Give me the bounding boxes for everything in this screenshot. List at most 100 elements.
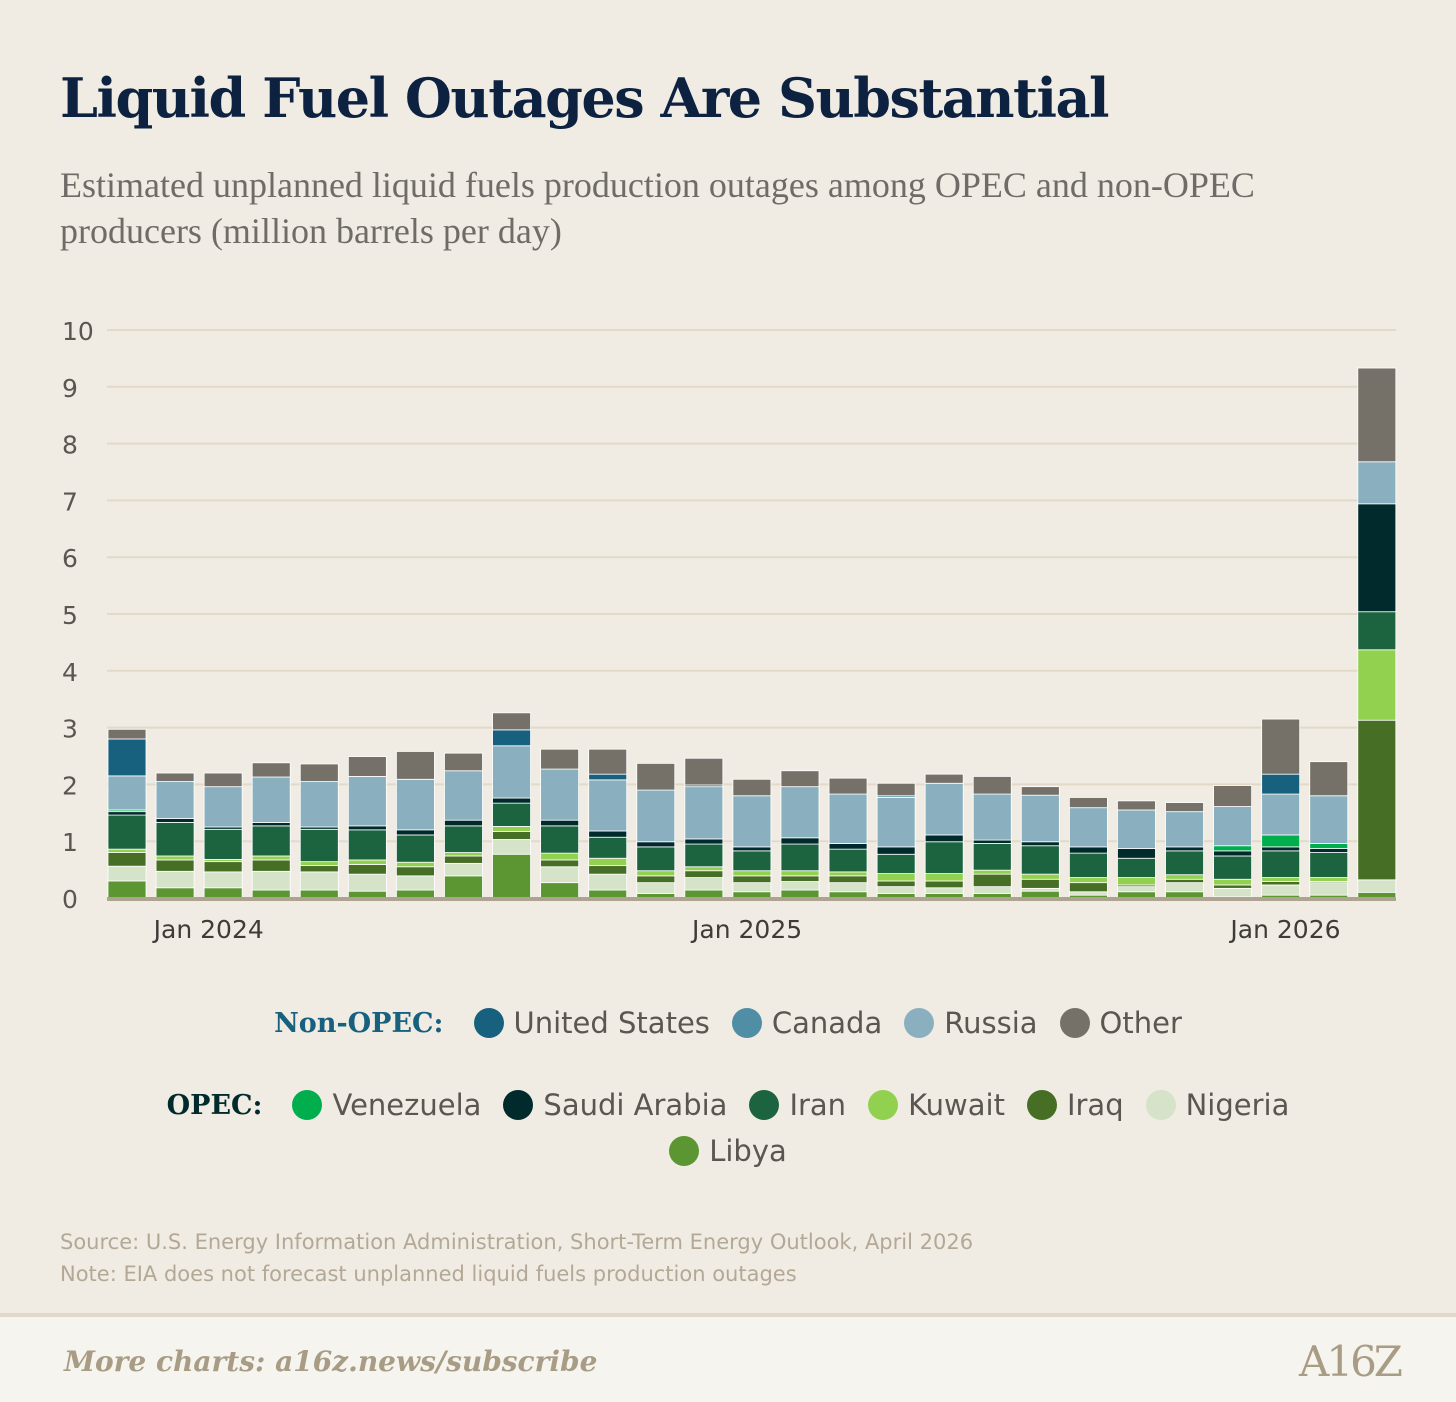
bar-segment-iraq <box>203 861 243 873</box>
bar-segment-libya <box>588 889 628 899</box>
bar-segment-other <box>684 757 724 786</box>
bar-segment-nigeria <box>155 870 195 889</box>
bar-segment-kuwait <box>1165 874 1204 880</box>
bar-segment-iran <box>347 829 387 861</box>
bar-segment-kuwait <box>828 871 868 877</box>
bar-segment-other <box>1213 785 1253 807</box>
bar-segment-kuwait <box>588 857 628 867</box>
bar-segment-saudi-arabia <box>780 837 820 845</box>
bar-segment-saudi-arabia <box>1213 850 1253 857</box>
bar-segment-russia <box>1357 461 1397 505</box>
note-text: Note: EIA does not forecast unplanned li… <box>60 1262 797 1286</box>
bar-segment-iraq <box>492 831 531 840</box>
y-tick-label: 2 <box>62 771 78 800</box>
bar-segment-iraq <box>636 875 676 884</box>
bar-segment-russia <box>203 786 243 828</box>
bar-segment-kuwait <box>1069 877 1108 884</box>
bar-segment-iran <box>251 825 291 857</box>
subscribe-link[interactable]: More charts: a16z.news/subscribe <box>64 1345 598 1378</box>
bar-segment-libya <box>347 890 387 899</box>
bar-segment-russia <box>1020 794 1060 843</box>
bar-segment-iran <box>780 843 820 872</box>
chart-subtitle: Estimated unplanned liquid fuels product… <box>60 165 1255 251</box>
bar-segment-kuwait <box>396 861 435 868</box>
bar-segment-nigeria <box>1117 886 1156 893</box>
legend-item-libya: Libya <box>669 1134 787 1168</box>
bar-segment-libya <box>1020 890 1060 899</box>
bar-segment-other <box>1165 802 1204 813</box>
bar-segment-other <box>972 776 1012 795</box>
legend-swatch-icon <box>1145 1090 1176 1120</box>
bar-segment-kuwait <box>107 848 147 853</box>
y-tick-label: 6 <box>62 544 78 573</box>
bar-segment-iraq <box>588 865 628 875</box>
bar-segment-other <box>1020 786 1060 796</box>
bar-segment-saudi-arabia <box>732 846 772 852</box>
bar-segment-other <box>107 728 147 740</box>
bar-segment-other <box>732 778 772 797</box>
legend-label: Venezuela <box>332 1088 482 1122</box>
bar-segment-russia <box>828 793 868 844</box>
legend-item-saudi-arabia: Saudi Arabia <box>503 1088 727 1122</box>
bar-segment-saudi-arabia <box>828 843 868 850</box>
legend-item-russia: Russia <box>904 1006 1038 1040</box>
bar-segment-iraq <box>396 866 435 877</box>
bar-segment-iraq <box>1261 881 1301 886</box>
bar-segment-libya <box>684 889 724 899</box>
bar-segment-libya <box>492 853 531 899</box>
bar-segment-saudi-arabia <box>396 829 435 836</box>
bar-segment-iraq <box>299 865 339 873</box>
bar-segment-russia <box>1069 807 1108 848</box>
bar-segment-russia <box>299 781 339 828</box>
legend-label: Nigeria <box>1185 1088 1290 1122</box>
bar-segment-other <box>396 751 435 780</box>
bar-segment-kuwait <box>1309 877 1349 882</box>
bar-segment-iran <box>828 848 868 873</box>
bar-segment-nigeria <box>924 887 964 894</box>
bar-segment-nigeria <box>444 862 483 877</box>
legend-swatch-icon <box>749 1090 780 1120</box>
legend-item-venezuela: Venezuela <box>292 1088 481 1122</box>
bar-segment-saudi-arabia <box>1357 503 1397 613</box>
bar-segment-other <box>203 772 243 788</box>
bar-segment-iraq <box>251 859 291 872</box>
bar-segment-russia <box>1117 809 1156 849</box>
bar-segment-nigeria <box>347 873 387 892</box>
bar-segment-kuwait <box>540 852 580 861</box>
bar-segment-kuwait <box>972 869 1012 875</box>
legend-swatch-icon <box>292 1090 323 1120</box>
bar-segment-libya <box>780 889 820 899</box>
legend-opec: OPEC: Venezuela Saudi Arabia Iran Kuwait Ira… <box>0 1088 1456 1122</box>
legend-label: Saudi Arabia <box>543 1088 728 1122</box>
stacked-bar-chart: 0 1 2 3 4 5 6 7 8 9 10 Jan 2024 Jan 2025 Jan 2026 <box>62 317 1397 944</box>
bar-segment-nigeria <box>1020 887 1060 892</box>
bar-segment-united-states <box>492 729 531 747</box>
bar-segment-other <box>540 748 580 770</box>
bar-segment-saudi-arabia <box>444 819 483 827</box>
legend-swatch-icon <box>731 1008 762 1038</box>
bar-segment-iran <box>444 825 483 853</box>
bar-segment-nigeria <box>1309 882 1349 896</box>
bar-segment-iran <box>155 822 195 857</box>
bar-segment-saudi-arabia <box>1165 846 1204 852</box>
bar-segment-libya <box>107 880 147 899</box>
legend-item-nigeria: Nigeria <box>1145 1088 1290 1122</box>
legend-swatch-icon <box>868 1090 899 1120</box>
bar-segment-other <box>251 762 291 778</box>
bar-segment-kuwait <box>347 859 387 865</box>
bar-segment-kuwait <box>780 870 820 877</box>
bar-segment-iraq <box>684 870 724 878</box>
bar-segment-other <box>780 770 820 788</box>
bar-segment-other <box>299 763 339 782</box>
bar-segment-iran <box>492 802 531 827</box>
bar-segment-kuwait <box>1117 877 1156 886</box>
bar-segment-kuwait <box>732 870 772 877</box>
bar-segment-saudi-arabia <box>876 846 916 855</box>
bar-segment-kuwait <box>1020 873 1060 880</box>
legend-label: Kuwait <box>908 1088 1005 1122</box>
bar-segment-venezuela <box>1213 845 1253 852</box>
y-tick-label: 7 <box>62 487 78 516</box>
bar-segment-iraq <box>107 852 147 867</box>
bar-segment-nigeria <box>588 873 628 891</box>
